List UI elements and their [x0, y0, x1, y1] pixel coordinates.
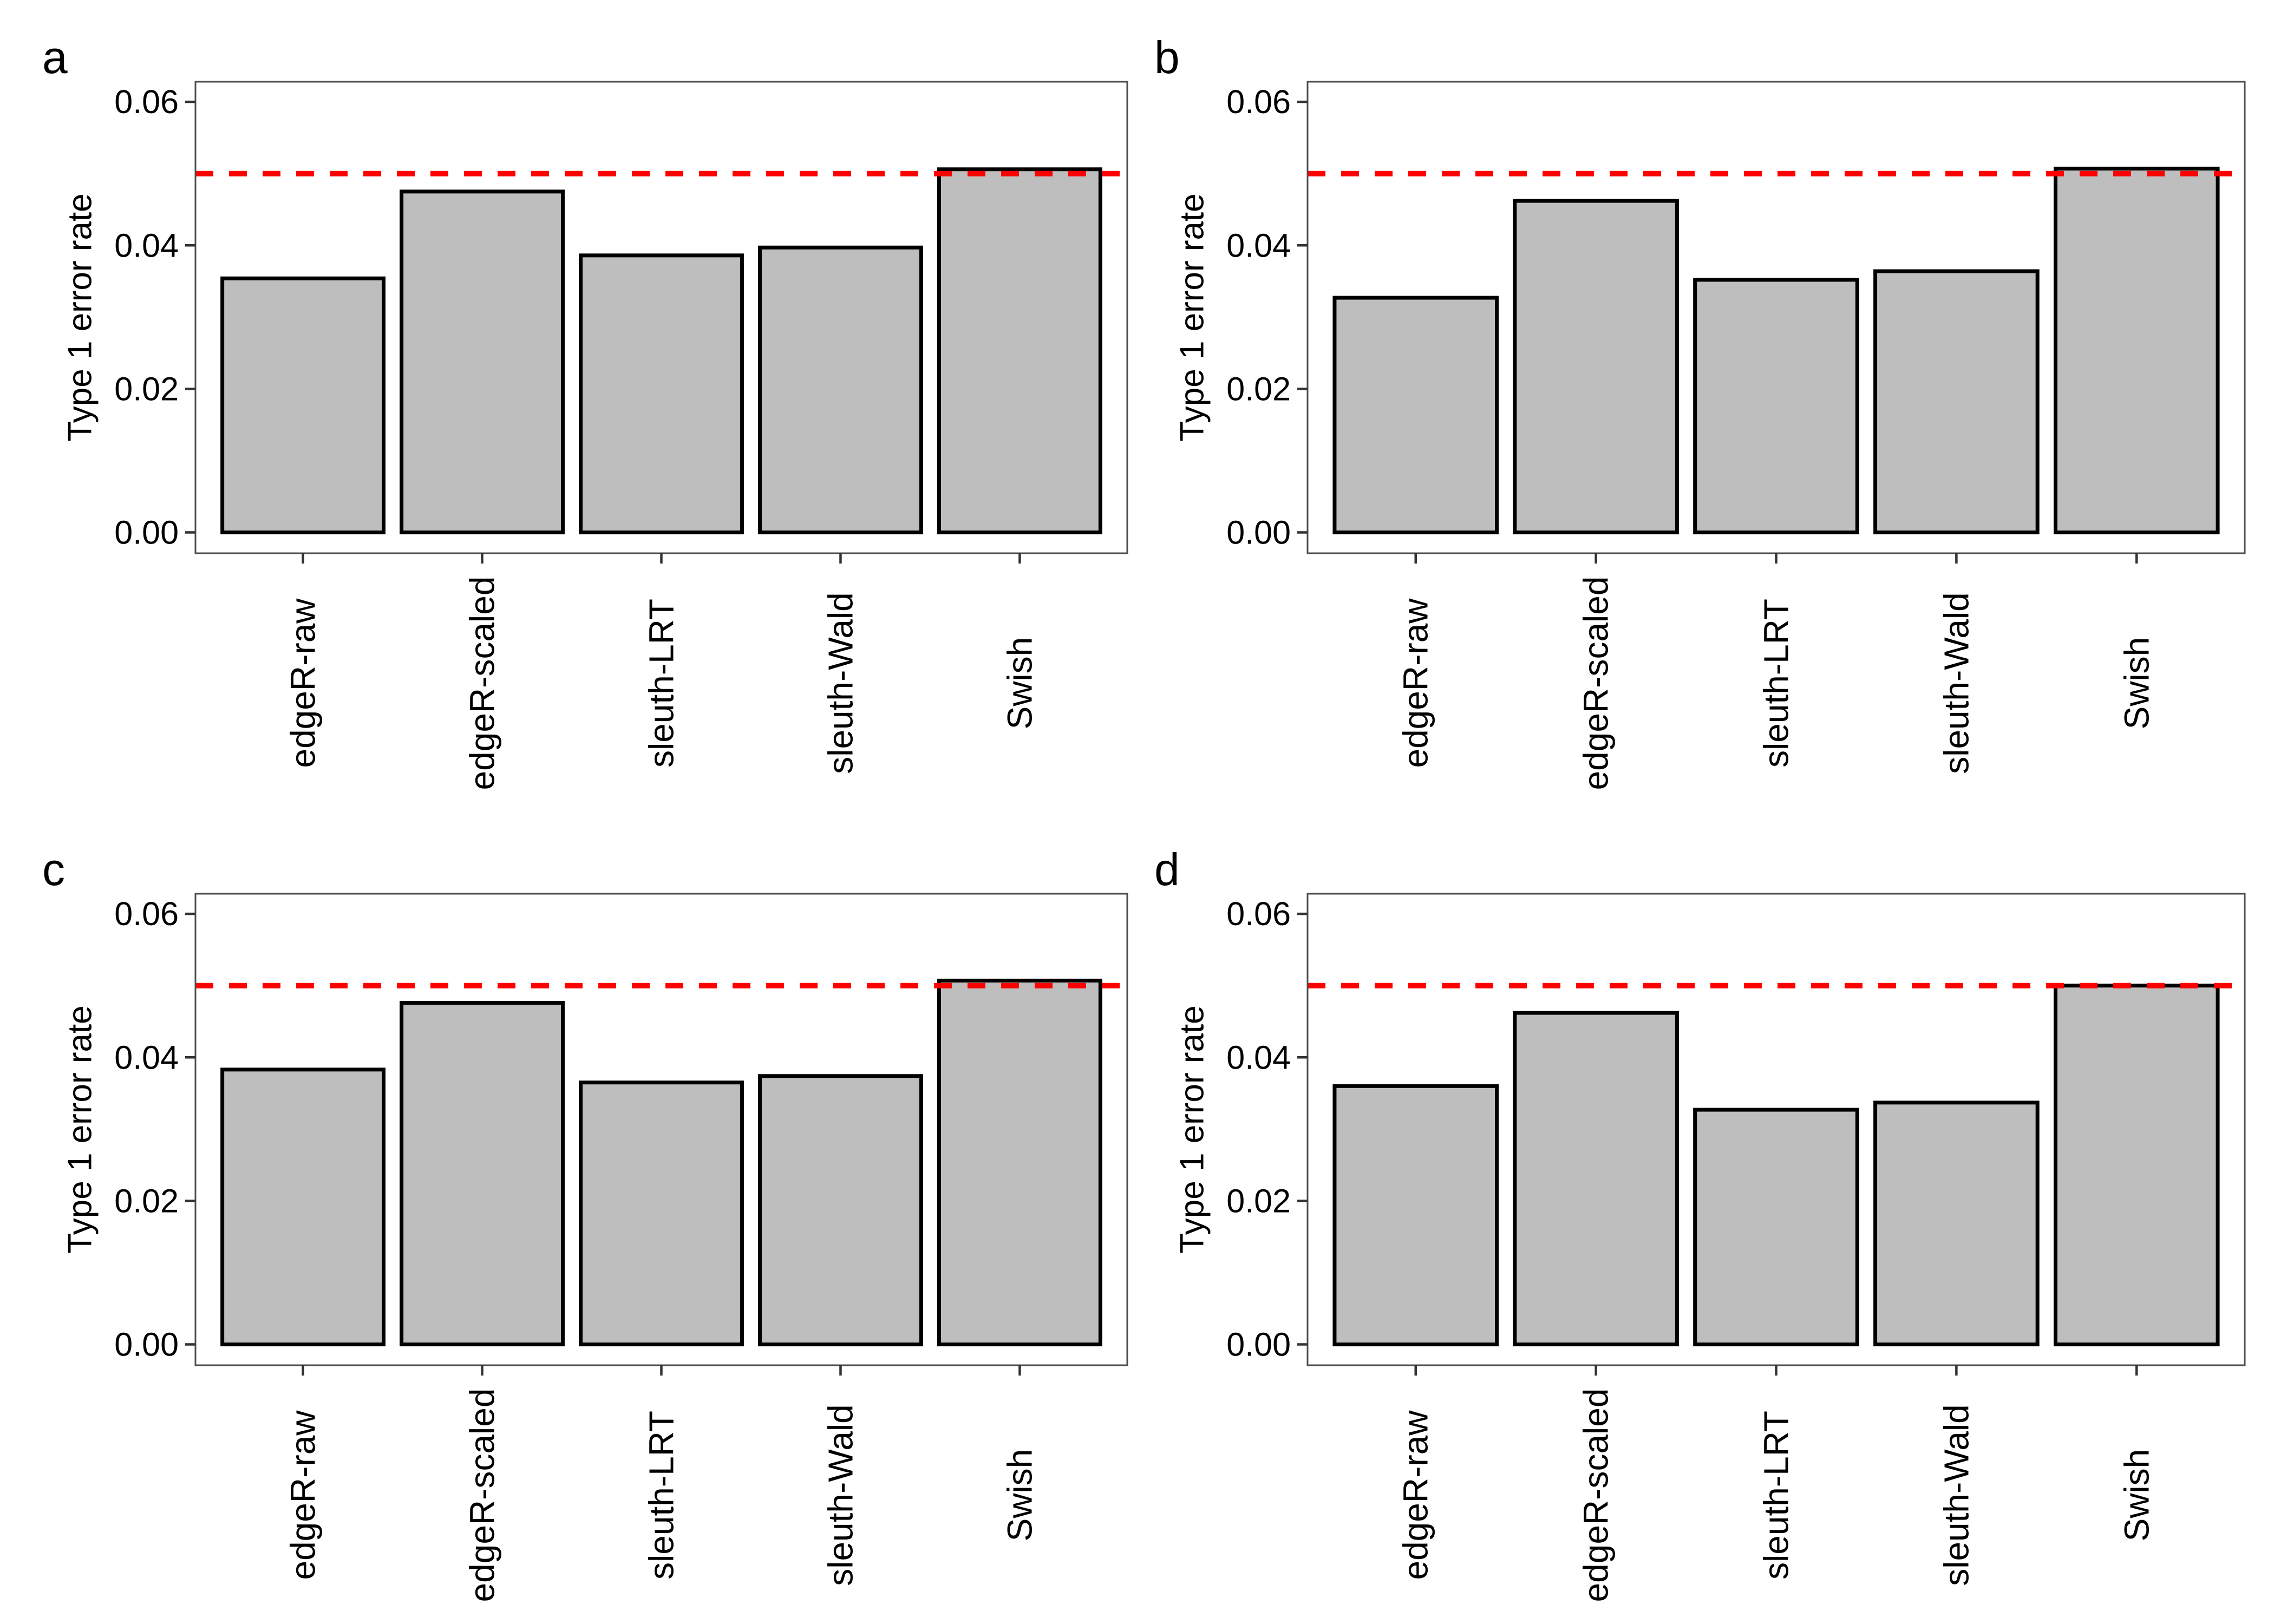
bar-chart-d: 0.00 0.02 0.04 0.06 edgeR-raw edgeR-scaled sle… — [1174, 893, 2246, 1602]
bar-sleuth-LRT — [1693, 1108, 1859, 1347]
x-axis: edgeR-raw edgeR-scaled sleuth-LRT sleuth-Wa… — [284, 553, 1039, 790]
x-tick-label-edgeR-raw: edgeR-raw — [284, 1410, 323, 1580]
y-tick-label: 0.06 — [1226, 83, 1291, 120]
x-tick-label-edgeR-scaled: edgeR-scaled — [1577, 1389, 1616, 1602]
bar-sleuth-LRT — [579, 253, 744, 535]
bars — [1332, 984, 2220, 1347]
x-tick-label-edgeR-raw: edgeR-raw — [1396, 598, 1435, 768]
x-axis: edgeR-raw edgeR-scaled sleuth-LRT sleuth-Wa… — [1396, 1365, 2156, 1602]
x-axis: edgeR-raw edgeR-scaled sleuth-LRT sleuth-Wa… — [284, 1365, 1039, 1602]
bar-Swish — [2053, 166, 2220, 535]
bar-Swish — [2053, 984, 2220, 1347]
bars — [220, 978, 1102, 1347]
y-tick-label: 0.02 — [114, 370, 179, 407]
y-tick-label: 0.02 — [114, 1182, 179, 1219]
x-tick-label-Swish: Swish — [2117, 637, 2156, 730]
y-tick-label: 0.00 — [1226, 1326, 1291, 1363]
bar-edgeR-raw — [1332, 1084, 1499, 1347]
panel-label-d: d — [1154, 844, 1180, 895]
bar-sleuth-Wald — [758, 1074, 923, 1347]
y-tick-label: 0.06 — [1226, 895, 1291, 932]
bar-edgeR-scaled — [1513, 1011, 1679, 1347]
x-tick-label-sleuth-LRT: sleuth-LRT — [1757, 1411, 1796, 1580]
bars — [1332, 166, 2220, 535]
bar-sleuth-Wald — [1873, 1101, 2040, 1347]
panel-a: a 0.00 0.02 0.04 0.06 edgeR-raw edgeR-scaled s… — [0, 0, 1137, 812]
y-axis: 0.00 0.02 0.04 0.06 — [114, 83, 195, 551]
bar-edgeR-raw — [1332, 296, 1499, 535]
x-tick-label-sleuth-LRT: sleuth-LRT — [642, 599, 681, 768]
y-tick-label: 0.02 — [1226, 370, 1291, 407]
x-tick-label-sleuth-Wald: sleuth-Wald — [821, 1404, 860, 1586]
panel-label-b: b — [1154, 32, 1180, 83]
y-tick-label: 0.04 — [114, 227, 179, 264]
bar-sleuth-LRT — [1693, 278, 1859, 535]
y-axis: 0.00 0.02 0.04 0.06 — [1226, 83, 1308, 551]
x-tick-label-Swish: Swish — [1000, 637, 1039, 730]
panel-d: d 0.00 0.02 0.04 0.06 edgeR-raw edgeR-scaled s… — [1137, 812, 2274, 1624]
x-tick-label-edgeR-raw: edgeR-raw — [1396, 1410, 1435, 1580]
bar-Swish — [937, 167, 1102, 535]
y-axis-title: Type 1 error rate — [1174, 1005, 1211, 1253]
bar-edgeR-scaled — [400, 189, 565, 535]
bar-chart-a: 0.00 0.02 0.04 0.06 edgeR-raw edgeR-scaled sle… — [62, 81, 1128, 790]
x-tick-label-sleuth-LRT: sleuth-LRT — [1757, 599, 1796, 768]
x-tick-label-Swish: Swish — [1000, 1449, 1039, 1542]
panel-label-c: c — [42, 844, 65, 895]
bar-sleuth-LRT — [579, 1081, 744, 1347]
x-tick-label-edgeR-raw: edgeR-raw — [284, 598, 323, 768]
x-tick-label-Swish: Swish — [2117, 1449, 2156, 1542]
y-tick-label: 0.04 — [114, 1039, 179, 1076]
y-axis-title: Type 1 error rate — [62, 1005, 99, 1253]
bar-edgeR-scaled — [400, 1001, 565, 1347]
bar-chart-c: 0.00 0.02 0.04 0.06 edgeR-raw edgeR-scaled sle… — [62, 893, 1128, 1602]
bars — [220, 167, 1102, 535]
y-tick-label: 0.06 — [114, 895, 179, 932]
x-tick-label-sleuth-Wald: sleuth-Wald — [1937, 1404, 1976, 1586]
y-tick-label: 0.02 — [1226, 1182, 1291, 1219]
bar-sleuth-Wald — [758, 245, 923, 535]
x-axis: edgeR-raw edgeR-scaled sleuth-LRT sleuth-Wa… — [1396, 553, 2156, 790]
x-tick-label-edgeR-scaled: edgeR-scaled — [463, 1389, 502, 1602]
y-tick-label: 0.06 — [114, 83, 179, 120]
y-tick-label: 0.04 — [1226, 1039, 1291, 1076]
bar-Swish — [937, 978, 1102, 1347]
y-axis: 0.00 0.02 0.04 0.06 — [114, 895, 195, 1363]
bar-sleuth-Wald — [1873, 269, 2040, 535]
y-axis: 0.00 0.02 0.04 0.06 — [1226, 895, 1308, 1363]
panel-b: b 0.00 0.02 0.04 0.06 edgeR-raw edgeR-scaled s… — [1137, 0, 2274, 812]
bar-chart-b: 0.00 0.02 0.04 0.06 edgeR-raw edgeR-scaled sle… — [1174, 81, 2246, 790]
y-tick-label: 0.00 — [114, 514, 179, 551]
x-tick-label-edgeR-scaled: edgeR-scaled — [463, 577, 502, 790]
x-tick-label-sleuth-Wald: sleuth-Wald — [821, 592, 860, 774]
y-tick-label: 0.04 — [1226, 227, 1291, 264]
x-tick-label-edgeR-scaled: edgeR-scaled — [1577, 577, 1616, 790]
y-axis-title: Type 1 error rate — [62, 193, 99, 441]
panel-label-a: a — [42, 32, 68, 83]
bar-edgeR-scaled — [1513, 199, 1679, 535]
bar-edgeR-raw — [220, 1068, 386, 1347]
x-tick-label-sleuth-Wald: sleuth-Wald — [1937, 592, 1976, 774]
x-tick-label-sleuth-LRT: sleuth-LRT — [642, 1411, 681, 1580]
y-tick-label: 0.00 — [114, 1326, 179, 1363]
y-tick-label: 0.00 — [1226, 514, 1291, 551]
bar-edgeR-raw — [220, 276, 386, 535]
panel-c: c 0.00 0.02 0.04 0.06 edgeR-raw edgeR-scaled s… — [0, 812, 1137, 1624]
y-axis-title: Type 1 error rate — [1174, 193, 1211, 441]
